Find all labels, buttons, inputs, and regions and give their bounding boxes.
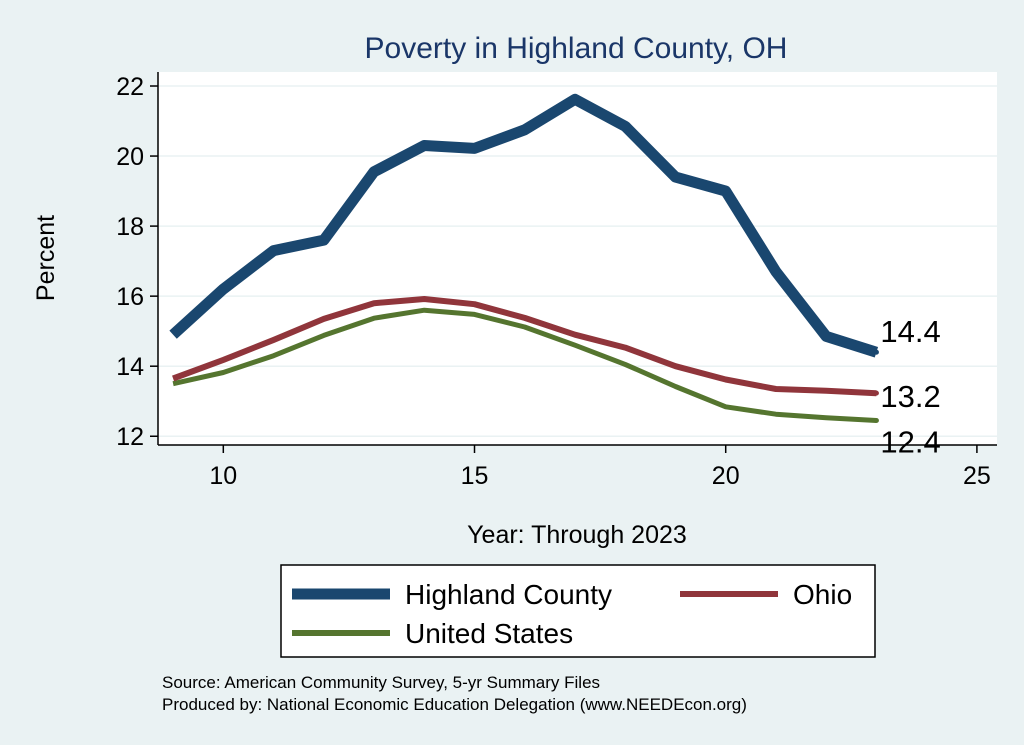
y-axis-ticks: 12 14 16 18 20 22 bbox=[116, 73, 158, 451]
legend-box bbox=[280, 564, 876, 658]
series-lines bbox=[169, 93, 879, 423]
grid-lines bbox=[158, 85, 997, 437]
legend: Highland County Ohio United States bbox=[280, 564, 876, 658]
legend-label-ohio: Ohio bbox=[793, 579, 852, 610]
y-tick-label: 18 bbox=[116, 213, 144, 241]
legend-label-highland: Highland County bbox=[405, 579, 612, 610]
x-axis-title: Year: Through 2023 bbox=[467, 521, 687, 549]
series-line-highland bbox=[169, 93, 879, 358]
y-tick-label: 12 bbox=[116, 423, 144, 451]
x-tick-label: 20 bbox=[712, 462, 740, 490]
y-tick-label: 16 bbox=[116, 283, 144, 311]
end-label-ohio: 13.2 bbox=[880, 379, 940, 414]
x-tick-label: 25 bbox=[963, 462, 991, 490]
end-labels: 14.4 13.2 12.4 bbox=[873, 314, 941, 459]
series-line-ohio bbox=[172, 296, 877, 397]
x-tick-label: 15 bbox=[461, 462, 489, 490]
end-label-highland: 14.4 bbox=[880, 314, 940, 349]
y-tick-label: 22 bbox=[116, 73, 144, 101]
end-point-highland bbox=[873, 349, 879, 355]
y-axis-title: Percent bbox=[32, 215, 60, 301]
chart-title: Poverty in Highland County, OH bbox=[365, 32, 788, 65]
x-tick-label: 10 bbox=[209, 462, 237, 490]
y-tick-label: 20 bbox=[116, 143, 144, 171]
end-label-us: 12.4 bbox=[880, 424, 940, 459]
plot-area bbox=[158, 72, 997, 445]
x-axis-ticks: 10 15 20 25 bbox=[209, 445, 991, 490]
series-line-us bbox=[172, 307, 877, 423]
producer-note: Produced by: National Economic Education… bbox=[162, 695, 747, 714]
y-tick-label: 14 bbox=[116, 353, 144, 381]
legend-label-us: United States bbox=[405, 618, 573, 649]
source-note: Source: American Community Survey, 5-yr … bbox=[162, 673, 600, 692]
end-point-us bbox=[873, 417, 879, 423]
end-point-ohio bbox=[873, 390, 879, 396]
